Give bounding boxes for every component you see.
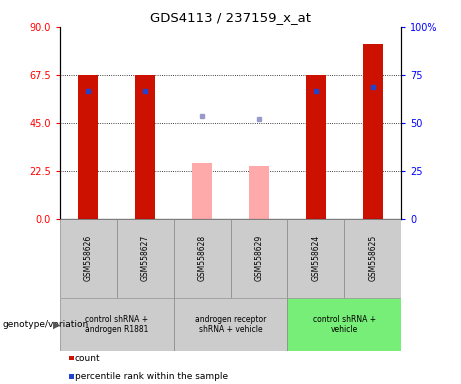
Bar bbox=[344, 219, 401, 298]
Text: control shRNA +
vehicle: control shRNA + vehicle bbox=[313, 315, 376, 334]
Bar bbox=[287, 298, 401, 351]
Text: GSM558629: GSM558629 bbox=[254, 235, 263, 281]
Bar bbox=[60, 298, 174, 351]
Text: GSM558627: GSM558627 bbox=[141, 235, 150, 281]
Bar bbox=[249, 166, 269, 219]
Bar bbox=[78, 75, 98, 219]
Text: GSM558626: GSM558626 bbox=[84, 235, 93, 281]
Text: genotype/variation: genotype/variation bbox=[2, 320, 89, 329]
Bar bbox=[306, 75, 326, 219]
Bar bbox=[60, 219, 117, 298]
Bar bbox=[174, 298, 287, 351]
Text: androgen receptor
shRNA + vehicle: androgen receptor shRNA + vehicle bbox=[195, 315, 266, 334]
Text: percentile rank within the sample: percentile rank within the sample bbox=[75, 372, 228, 381]
Text: GSM558625: GSM558625 bbox=[368, 235, 377, 281]
Text: GSM558628: GSM558628 bbox=[198, 235, 207, 281]
Bar bbox=[117, 219, 174, 298]
Bar bbox=[135, 75, 155, 219]
Bar bbox=[287, 219, 344, 298]
Text: control shRNA +
androgen R1881: control shRNA + androgen R1881 bbox=[85, 315, 148, 334]
Bar bbox=[192, 164, 212, 219]
Bar bbox=[363, 44, 383, 219]
Text: count: count bbox=[75, 354, 100, 362]
Bar bbox=[230, 219, 287, 298]
Bar bbox=[174, 219, 230, 298]
Title: GDS4113 / 237159_x_at: GDS4113 / 237159_x_at bbox=[150, 11, 311, 24]
Text: ▶: ▶ bbox=[53, 319, 60, 329]
Text: GSM558624: GSM558624 bbox=[311, 235, 320, 281]
